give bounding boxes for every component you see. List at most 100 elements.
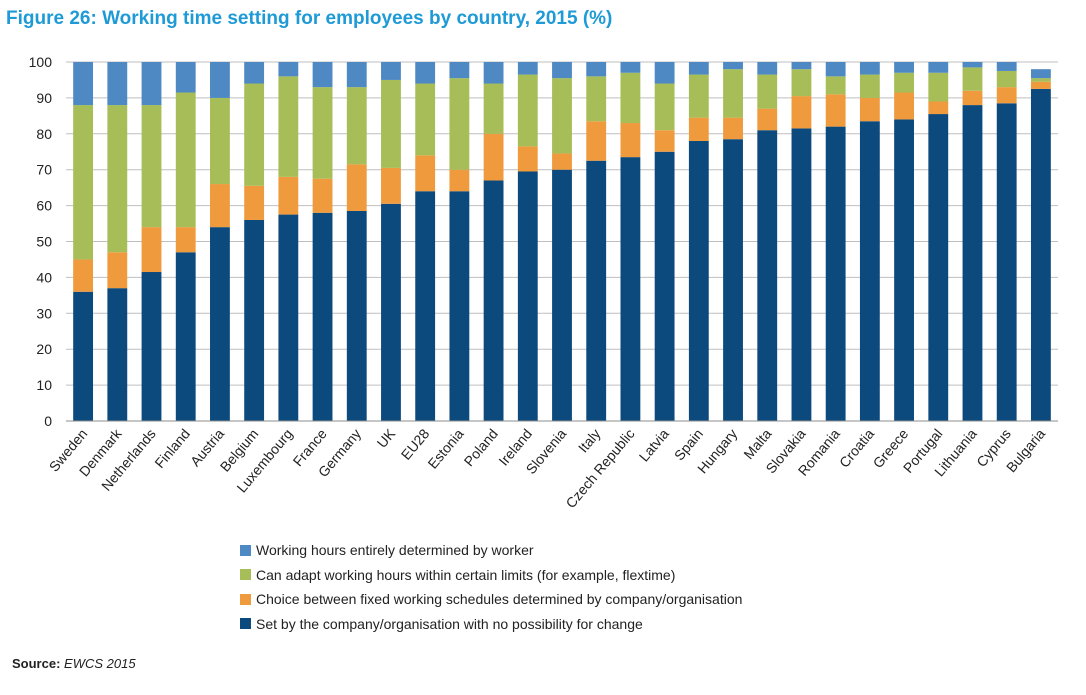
bar-segment-adapt	[107, 105, 128, 253]
legend-item-adapt: Can adapt working hours within certain l…	[240, 563, 742, 588]
bar-segment-worker	[1030, 69, 1051, 79]
bar-segment-adapt	[654, 83, 675, 131]
bar-segment-adapt	[620, 72, 641, 124]
stacked-bar-chart: 0102030405060708090100SwedenDenmarkNethe…	[29, 54, 1058, 511]
bar-segment-adapt	[791, 69, 812, 97]
bar-segment-choice	[107, 252, 128, 289]
bar-segment-worker	[141, 62, 162, 106]
bar-segment-set	[415, 191, 436, 421]
bar-segment-worker	[620, 62, 641, 73]
bar-segment-choice	[73, 259, 94, 292]
bar-segment-adapt	[312, 87, 333, 179]
bar-segment-set	[757, 130, 778, 421]
bar-segment-choice	[859, 97, 880, 122]
bar-segment-worker	[825, 62, 846, 77]
bar-segment-adapt	[449, 78, 470, 170]
legend-item-choice: Choice between fixed working schedules d…	[240, 587, 742, 612]
chart-legend: Working hours entirely determined by wor…	[240, 538, 742, 636]
bar-segment-set	[244, 219, 265, 421]
bar-segment-choice	[996, 87, 1017, 104]
bar-segment-set	[654, 151, 675, 421]
bar-segment-adapt	[552, 78, 572, 154]
y-tick-label: 0	[44, 413, 52, 429]
y-tick-label: 50	[36, 234, 52, 250]
x-tick-label: UK	[374, 425, 399, 451]
bar-segment-worker	[449, 62, 470, 79]
bar-segment-choice	[654, 130, 675, 152]
bar-segment-adapt	[586, 76, 607, 122]
bar-segment-choice	[688, 117, 709, 141]
bar-segment-set	[894, 119, 914, 421]
bar-segment-worker	[278, 62, 299, 77]
bar-segment-adapt	[175, 92, 196, 228]
bar-segment-set	[996, 103, 1017, 421]
bar-segment-set	[483, 180, 504, 421]
bar-segment-choice	[175, 227, 196, 253]
bar-segment-worker	[654, 62, 675, 84]
source-label: Source:	[12, 656, 61, 671]
bar-segment-worker	[312, 62, 333, 88]
bar-segment-set	[791, 128, 812, 422]
bar-segment-choice	[312, 178, 333, 213]
bar-segment-choice	[1030, 81, 1051, 89]
legend-swatch-set	[240, 618, 251, 630]
bar-segment-adapt	[381, 79, 401, 168]
bar-segment-adapt	[894, 72, 914, 93]
x-tick-label: Estonia	[424, 425, 466, 471]
bar-segment-choice	[244, 185, 265, 220]
bar-segment-choice	[791, 96, 812, 129]
bar-segment-choice	[894, 92, 914, 120]
bar-segment-set	[517, 171, 538, 421]
bar-segment-worker	[791, 62, 812, 70]
bar-segment-choice	[210, 184, 230, 228]
y-tick-label: 40	[36, 269, 52, 285]
bar-segment-worker	[552, 62, 572, 79]
bar-segment-set	[346, 210, 367, 421]
bar-segment-set	[449, 191, 470, 421]
y-tick-label: 70	[36, 162, 52, 178]
source-value: EWCS 2015	[64, 656, 136, 671]
bar-segment-choice	[415, 155, 436, 192]
bar-segment-set	[175, 252, 196, 421]
bar-segment-adapt	[483, 83, 504, 134]
y-tick-label: 60	[36, 198, 52, 214]
bar-segment-set	[859, 121, 880, 422]
bar-segment-choice	[278, 176, 299, 215]
bar-segment-adapt	[688, 74, 709, 118]
bar-segment-set	[1030, 88, 1051, 422]
bar-segment-set	[381, 203, 401, 421]
x-tick-label: Croatia	[836, 425, 877, 470]
x-tick-label: Finland	[151, 426, 193, 471]
bar-segment-worker	[210, 62, 230, 98]
bar-segment-adapt	[210, 97, 230, 185]
bar-segment-worker	[73, 62, 94, 106]
bar-segment-worker	[859, 62, 880, 75]
bar-segment-worker	[483, 62, 504, 84]
y-tick-label: 30	[36, 305, 52, 321]
bar-segment-choice	[620, 123, 641, 158]
bar-segment-set	[962, 105, 983, 421]
bar-segment-choice	[483, 133, 504, 181]
bar-segment-set	[141, 272, 162, 421]
bar-segment-adapt	[757, 74, 778, 109]
bar-segment-adapt	[723, 69, 743, 118]
bar-segment-set	[928, 114, 949, 422]
bar-segment-choice	[962, 90, 983, 106]
bar-segment-worker	[415, 62, 436, 84]
bar-segment-choice	[381, 167, 401, 204]
legend-label-worker: Working hours entirely determined by wor…	[256, 542, 534, 559]
bar-segment-worker	[381, 62, 401, 80]
bar-segment-worker	[723, 62, 743, 70]
chart-title: Figure 26: Working time setting for empl…	[6, 8, 613, 29]
bar-segment-worker	[244, 62, 265, 84]
bar-segment-adapt	[1030, 78, 1051, 82]
bar-segment-worker	[996, 62, 1017, 71]
legend-swatch-worker	[240, 544, 251, 556]
y-tick-label: 80	[36, 126, 52, 142]
bar-segment-adapt	[73, 105, 94, 260]
bar-segment-adapt	[244, 83, 265, 186]
bar-segment-choice	[346, 164, 367, 211]
x-tick-label: Poland	[461, 426, 501, 470]
bar-segment-worker	[175, 62, 196, 93]
y-tick-label: 20	[36, 341, 52, 357]
